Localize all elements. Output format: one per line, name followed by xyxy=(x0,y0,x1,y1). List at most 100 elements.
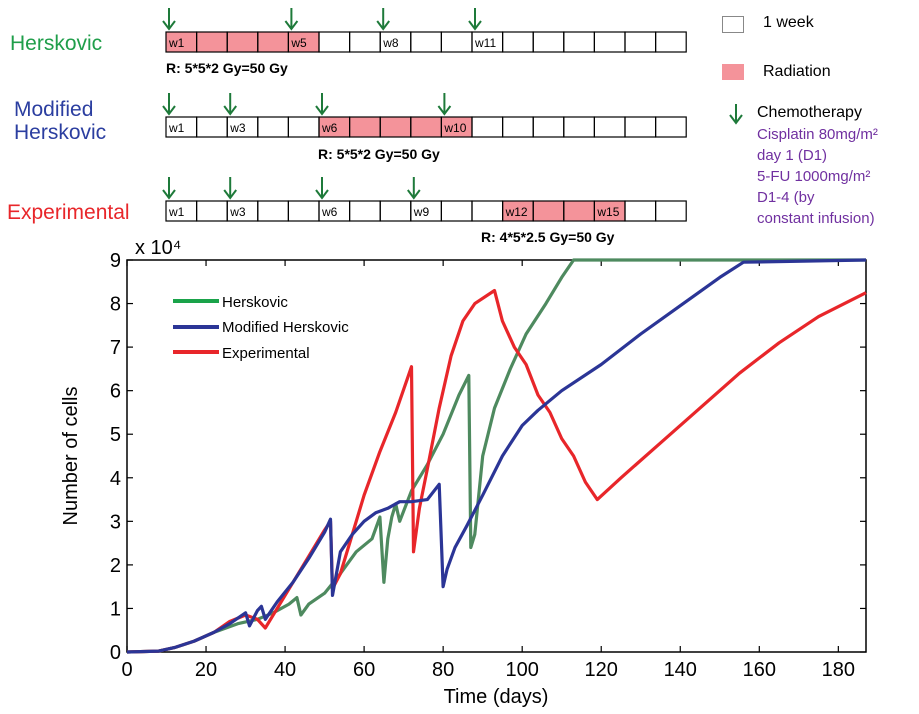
week-cell xyxy=(440,200,473,222)
schedule-row: w1 w5 w8 w11 xyxy=(162,8,687,53)
week-cell xyxy=(563,116,595,138)
x-tick-label: 100 xyxy=(505,659,538,681)
chemo-line: 5-FU 1000mg/m² xyxy=(757,168,871,185)
y-tick-label: 5 xyxy=(110,424,121,446)
y-tick-label: 0 xyxy=(110,642,121,664)
week-cell xyxy=(654,200,687,222)
week-cell xyxy=(287,200,320,222)
week-cell xyxy=(257,200,289,222)
radiation-cell xyxy=(380,117,411,137)
schedule-timeline: w1 w5 w8 w11 w1 w3 w6 w10 w1 w3 w6 w9 w12 w15 xyxy=(162,8,687,222)
week-label: w1 xyxy=(168,121,185,135)
radiation-dose-herskovic: R: 5*5*2 Gy=50 Gy xyxy=(166,60,288,76)
x-tick-label: 140 xyxy=(664,659,697,681)
week-cell xyxy=(196,200,228,222)
chemo-arrow xyxy=(223,93,237,116)
week-cell xyxy=(349,31,381,53)
week-label: w12 xyxy=(505,205,528,219)
radiation-cell xyxy=(349,117,381,137)
chemo-arrow xyxy=(162,93,176,116)
schedule-row: w1 w3 w6 w9 w12 w15 xyxy=(162,177,687,222)
schedule-label-modified-herskovic: Modified Herskovic xyxy=(14,98,107,144)
chemo-arrow xyxy=(223,177,237,200)
week-label: w5 xyxy=(290,36,307,50)
legend-week-swatch xyxy=(722,16,744,33)
week-label: w10 xyxy=(443,121,466,135)
radiation-cell xyxy=(563,201,595,221)
week-cell xyxy=(502,31,534,53)
radiation-cell xyxy=(502,201,534,221)
radiation-cell xyxy=(227,32,258,52)
chemo-arrow xyxy=(468,8,482,31)
week-cell xyxy=(471,116,504,138)
y-tick-label: 6 xyxy=(110,381,121,403)
x-tick-label: 60 xyxy=(353,659,375,681)
chemo-arrow xyxy=(406,177,421,200)
week-label: w3 xyxy=(229,205,246,219)
legend-label-modified-herskovic: Modified Herskovic xyxy=(222,319,349,336)
radiation-cell xyxy=(441,117,472,137)
week-label: w8 xyxy=(382,36,399,50)
schedule-row: w1 w3 w6 w10 xyxy=(162,93,687,138)
y-tick-label: 4 xyxy=(110,468,121,490)
week-label: w3 xyxy=(229,121,246,135)
y-tick-label: 2 xyxy=(110,555,121,577)
x-tick-label: 0 xyxy=(121,659,132,681)
radiation-cell xyxy=(594,201,625,221)
chemo-line: Cisplatin 80mg/m² xyxy=(757,126,878,143)
week-label: w9 xyxy=(413,205,430,219)
chart-legend: Herskovic Modified Herskovic Experimenta… xyxy=(173,294,349,362)
week-cell xyxy=(379,200,412,222)
radiation-cell xyxy=(257,32,289,52)
chemo-line: day 1 (D1) xyxy=(757,147,828,164)
plot-frame xyxy=(126,259,867,653)
series-line-experimental xyxy=(126,288,867,654)
week-cell xyxy=(410,31,442,53)
week-label: w6 xyxy=(321,205,338,219)
week-cell xyxy=(471,200,504,222)
chemo-line: D1-4 (by xyxy=(757,189,815,206)
chemo-arrow xyxy=(315,177,329,200)
legend-week-label: 1 week xyxy=(763,14,814,31)
week-cell xyxy=(624,116,657,138)
y-axis-title: Number of cells xyxy=(60,387,82,526)
week-cell xyxy=(440,31,473,53)
chemo-arrow xyxy=(437,93,452,116)
week-cell xyxy=(654,31,687,53)
radiation-cell xyxy=(166,32,197,52)
week-label: w6 xyxy=(321,121,338,135)
y-tick-label: 3 xyxy=(110,511,121,533)
radiation-cell xyxy=(319,117,350,137)
week-label: w11 xyxy=(474,36,496,50)
chemo-arrow xyxy=(284,8,299,31)
y-tick-label: 8 xyxy=(110,294,121,316)
legend-radiation-label: Radiation xyxy=(763,63,831,80)
legend-label-experimental: Experimental xyxy=(222,345,310,362)
x-tick-label: 180 xyxy=(822,659,855,681)
x-tick-label: 40 xyxy=(274,659,296,681)
week-cell xyxy=(624,200,657,222)
week-cell xyxy=(593,116,626,138)
legend-radiation-swatch xyxy=(722,64,744,80)
radiation-cell xyxy=(288,32,319,52)
week-label: w15 xyxy=(596,205,619,219)
schedule-label-herskovic: Herskovic xyxy=(10,32,103,55)
chemo-regimen-details: Cisplatin 80mg/m² day 1 (D1) 5-FU 1000mg… xyxy=(757,124,878,229)
legend-label-herskovic: Herskovic xyxy=(222,294,288,311)
week-cell xyxy=(532,31,565,53)
week-cell xyxy=(287,116,320,138)
chemo-arrow-icon xyxy=(729,104,743,125)
y-tick-label: 9 xyxy=(110,250,121,272)
radiation-cell xyxy=(196,32,228,52)
series-line-modified-herskovic xyxy=(126,258,867,654)
week-cell xyxy=(654,116,687,138)
week-cell xyxy=(563,31,595,53)
legend-chemo-label: Chemotherapy xyxy=(757,104,862,121)
week-cell xyxy=(593,31,626,53)
chemo-line: constant infusion) xyxy=(757,210,875,227)
y-tick-label: 1 xyxy=(110,598,121,620)
schedule-label-experimental: Experimental xyxy=(7,201,130,224)
week-label: w1 xyxy=(168,36,185,50)
week-cell xyxy=(624,31,657,53)
radiation-cell xyxy=(410,117,442,137)
